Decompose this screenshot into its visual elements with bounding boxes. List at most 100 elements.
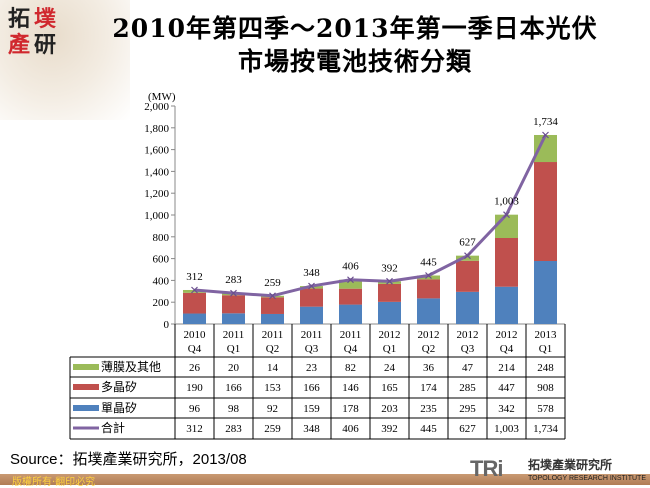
table-cell: 98 [228,403,240,415]
bar-mono [300,306,323,324]
table-cell: 627 [459,423,476,435]
legend-label: 合計 [101,420,125,435]
tri-brand-en: TOPOLOGY RESEARCH INSTITUTE [528,475,646,482]
bar-mono [339,304,362,324]
legend-key [73,364,99,370]
category-quarter: Q1 [383,343,396,355]
table-cell: 203 [381,403,398,415]
category-quarter: Q3 [461,343,475,355]
category-quarter: Q4 [344,343,358,355]
y-tick-label: 1,400 [144,166,169,178]
total-marker [464,252,471,260]
background-map [0,0,130,120]
table-cell: 36 [423,362,435,374]
total-data-label: 1,734 [533,116,558,128]
table-cell: 1,003 [494,423,519,435]
table-cell: 259 [264,423,281,435]
logo-char: 墣 [34,7,57,32]
copyright: 版權所有‧翻印必究 [12,477,96,488]
bar-thin [417,275,440,280]
bar-poly [222,295,245,314]
category-quarter: Q4 [188,343,202,355]
table-cell: 82 [345,362,356,374]
y-tick-label: 1,800 [144,123,169,135]
total-data-label: 1,003 [494,196,519,208]
table-cell: 285 [459,382,476,394]
title-line-1: 2010年第四季～2013年第一季日本光伏 [112,14,598,43]
logo-char: 產 [8,33,31,58]
bar-poly [378,283,401,302]
bar-mono [261,313,284,324]
y-tick-label: 0 [164,319,170,331]
category-quarter: Q4 [500,343,514,355]
category-quarter: Q2 [266,343,279,355]
tri-brand-cn: 拓墣產業研究所 [528,458,613,472]
table-cell: 174 [420,382,437,394]
total-data-label: 259 [264,277,281,289]
legend-key [73,384,99,390]
table-cell: 295 [459,403,476,415]
total-data-label: 392 [381,262,398,274]
bar-poly [495,237,518,287]
table-cell: 447 [498,382,515,394]
table-cell: 96 [189,403,201,415]
category-year: 2012 [496,329,518,341]
table-cell: 23 [306,362,318,374]
table-cell: 1,734 [533,423,558,435]
y-tick-label: 800 [153,232,170,244]
total-data-label: 627 [459,237,476,249]
legend-label: 單晶矽 [101,400,137,415]
table-cell: 445 [420,423,437,435]
table-cell: 178 [342,403,359,415]
total-marker [347,276,354,284]
total-marker [269,292,276,300]
table-cell: 312 [186,423,203,435]
bar-mono [495,286,518,324]
table-cell: 146 [342,382,359,394]
category-quarter: Q1 [539,343,552,355]
legend-label: 薄膜及其他 [101,359,161,374]
bar-poly [456,260,479,292]
bar-thin [495,214,518,238]
table-cell: 406 [342,423,359,435]
y-tick-label: 1,000 [144,210,169,222]
table-cell: 159 [303,403,320,415]
y-tick-label: 1,600 [144,145,169,157]
category-quarter: Q2 [422,343,435,355]
bar-mono [417,298,440,324]
table-cell: 348 [303,423,320,435]
category-quarter: Q3 [305,343,319,355]
table-cell: 283 [225,423,242,435]
table-cell: 20 [228,362,240,374]
category-year: 2012 [379,329,401,341]
table-cell: 24 [384,362,396,374]
y-tick-label: 1,200 [144,188,169,200]
table-cell: 214 [498,362,515,374]
bar-thin [456,255,479,261]
total-data-label: 348 [303,267,320,279]
table-cell: 14 [267,362,279,374]
tri-brand-mark: TRi [470,456,503,481]
y-tick-label: 400 [153,275,170,287]
total-marker [542,131,549,139]
table-cell: 153 [264,382,281,394]
bar-poly [183,292,206,314]
total-marker [191,286,198,294]
logo-char: 研 [34,33,57,58]
table-cell: 235 [420,403,437,415]
y-tick-label: 200 [153,297,170,309]
legend-label: 多晶矽 [101,379,137,394]
table-cell: 342 [498,403,515,415]
total-marker [386,277,393,285]
table-cell: 166 [225,382,242,394]
total-data-label: 445 [420,256,437,268]
bar-thin [339,279,362,289]
y-tick-label: 600 [153,254,170,266]
table-cell: 92 [267,403,278,415]
bar-mono [456,291,479,324]
bar-poly [300,288,323,307]
logo-char: 拓 [8,7,31,32]
total-data-label: 406 [342,261,359,273]
bar-mono [378,301,401,324]
